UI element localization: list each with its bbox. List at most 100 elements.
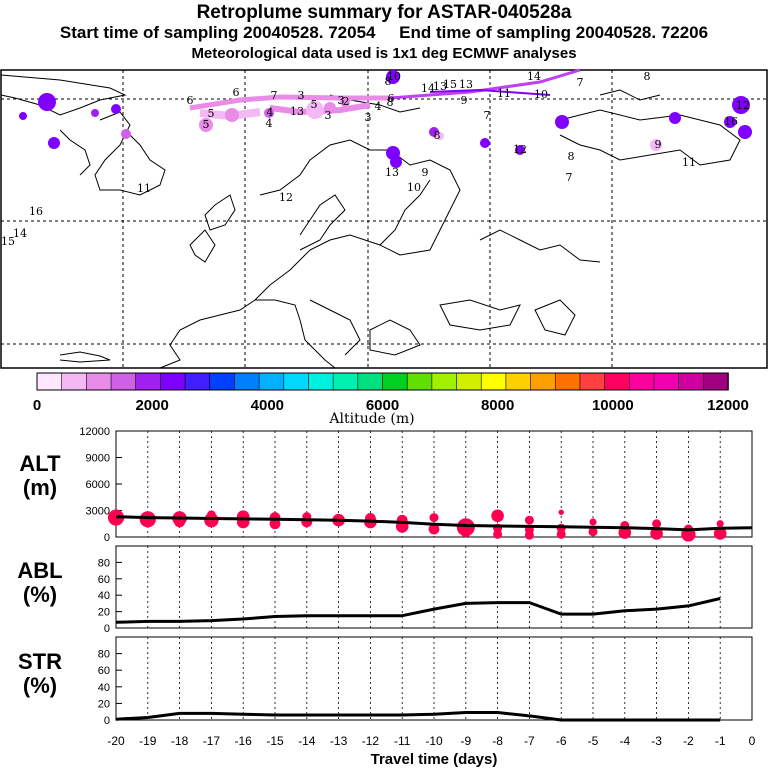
plume-day-label: 9 [422, 166, 429, 179]
colorbar-swatch [579, 372, 606, 391]
y-tick-label: 0 [104, 623, 110, 635]
alt-dot-31 [556, 529, 566, 539]
plume-centroid-15 [390, 156, 402, 168]
plume-day-label: 8 [387, 96, 394, 109]
colorbar-swatch [184, 372, 211, 391]
x-tick-label: -20 [107, 734, 125, 748]
y-tick-label: 3000 [86, 506, 110, 518]
alt-dot-25 [493, 529, 503, 539]
colorbar-swatch [110, 372, 137, 391]
alt-dot-11 [269, 518, 281, 530]
plume-day-label: 14 [13, 227, 27, 240]
x-tick-label: -4 [619, 734, 630, 748]
plume-day-label: 10 [387, 70, 401, 83]
colorbar-tick: 2000 [135, 397, 168, 414]
plume-day-label: 16 [29, 205, 43, 218]
colorbar-swatch [61, 372, 88, 391]
colorbar-swatch [357, 372, 384, 391]
plume-centroid-25 [436, 132, 444, 140]
colorbar-swatch [258, 372, 285, 391]
alt-dot-28 [524, 530, 534, 540]
colorbar-swatch [530, 372, 557, 391]
plume-day-label: 5 [203, 118, 210, 131]
colorbar-tick: 6000 [366, 397, 399, 414]
plume-day-label: 6 [388, 92, 395, 105]
panel-ylabel: ABL (%) [17, 558, 62, 607]
map-gridlines [1, 70, 767, 368]
x-tick-label: -12 [362, 734, 380, 748]
plume-centroid-8 [225, 108, 239, 122]
plume-centroid-24 [650, 139, 662, 151]
alt-dot-22 [460, 526, 472, 538]
colorbar-tick: 0 [33, 397, 41, 414]
alt-dot-36 [652, 519, 662, 529]
plume-day-label: 13 [290, 105, 304, 118]
plume-centroid-23 [738, 125, 752, 139]
plume-day-label: 11 [682, 156, 696, 169]
plume-centroid-10 [306, 101, 324, 119]
plume-day-label: 9 [655, 138, 662, 151]
colorbar-tick: 4000 [251, 397, 284, 414]
plume-day-label: 7 [577, 76, 584, 89]
plume-day-label: 8 [644, 70, 651, 83]
y-tick-label: 40 [98, 682, 110, 694]
y-tick-label: 80 [98, 649, 110, 661]
panel-abl: 80 60 40 20 0 ABL (%) [17, 545, 753, 635]
plume-day-label: 7 [566, 171, 573, 184]
x-tick-label: -18 [171, 734, 189, 748]
plume-day-label: 5 [311, 98, 318, 111]
plume-day-label: 11 [497, 87, 511, 100]
alt-dot-33 [588, 527, 598, 537]
plume-day-label: 6 [187, 94, 194, 107]
plume-centroid-6 [48, 137, 60, 149]
alt-dot-19 [429, 513, 439, 523]
colorbar-swatch [209, 372, 236, 391]
plume-day-label: 13 [433, 80, 447, 93]
plume-centroid-1 [38, 93, 56, 111]
plume-day-label: 3 [365, 111, 372, 124]
y-tick-label: 6000 [86, 479, 110, 491]
colorbar-swatch [160, 372, 186, 391]
alt-dot-26 [524, 515, 534, 525]
x-tick-label: -13 [330, 734, 348, 748]
plume-day-label: 3 [325, 109, 332, 122]
plume-day-label: 8 [434, 129, 441, 142]
x-tick-label: -1 [715, 734, 726, 748]
colorbar-swatch [86, 372, 112, 391]
panel-ylabel: ALT (m) [19, 451, 61, 500]
plume-day-label: 15 [443, 78, 457, 91]
plume-centroid-3 [91, 109, 99, 117]
plume-day-label: 16 [724, 115, 738, 128]
plume-day-label: 14 [421, 82, 435, 95]
x-tick-label: -3 [651, 734, 662, 748]
colorbar-ticks: 0 2000 4000 6000 8000 10000 12000 [33, 397, 749, 414]
series-line [115, 515, 753, 532]
alt-dot-40 [716, 520, 724, 528]
plume-day-label: 14 [527, 70, 541, 83]
x-axis-label: Travel time (days) [371, 751, 498, 768]
series-line [115, 597, 721, 624]
plume-day-label: 9 [461, 94, 468, 107]
plume-centroid-5 [121, 129, 131, 139]
alt-dot-35 [618, 526, 632, 539]
alt-dot-37 [650, 527, 663, 540]
y-tick-label: 60 [98, 665, 110, 677]
plume-day-label: 5 [208, 107, 215, 120]
plume-day-label: 7 [271, 89, 278, 102]
colorbar-swatch [604, 372, 631, 391]
x-tick-label: -16 [235, 734, 253, 748]
y-tick-label: 20 [98, 607, 110, 619]
plume-day-label: 6 [233, 86, 240, 99]
plume-day-label: 13 [385, 166, 399, 179]
plume-centroid-2 [19, 112, 27, 120]
plume-day-label: 10 [407, 181, 421, 194]
plume-centroid-13 [386, 70, 400, 84]
y-tick-label: 80 [98, 557, 110, 569]
alt-dot-7 [204, 513, 219, 528]
plume-day-label: 3 [338, 94, 345, 107]
colorbar-swatch [554, 372, 581, 391]
colorbar-swatch [456, 372, 483, 391]
colorbar-swatch [283, 372, 310, 391]
colorbar-frame [36, 372, 729, 391]
